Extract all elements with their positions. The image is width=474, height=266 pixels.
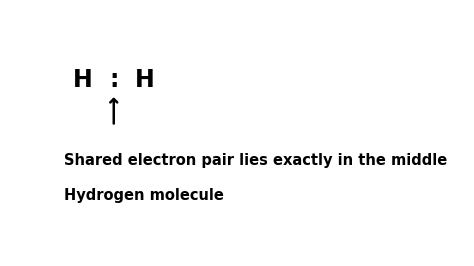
Text: H: H	[135, 68, 155, 92]
Text: H: H	[73, 68, 93, 92]
Text: Hydrogen molecule: Hydrogen molecule	[64, 188, 224, 203]
Text: :: :	[109, 68, 118, 92]
Text: Shared electron pair lies exactly in the middle: Shared electron pair lies exactly in the…	[64, 153, 447, 168]
